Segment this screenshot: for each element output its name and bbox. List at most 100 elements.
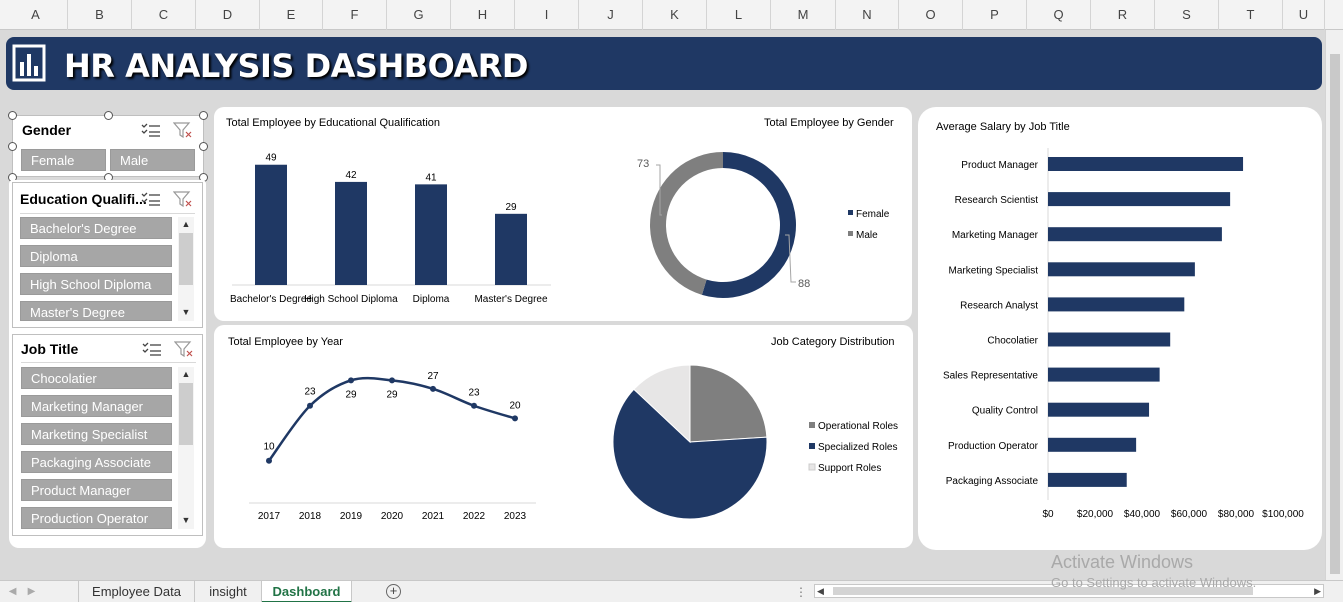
scroll-down-icon[interactable]: ▼: [181, 307, 191, 317]
column-header-f[interactable]: F: [323, 0, 387, 30]
scroll-left-icon[interactable]: ◀: [817, 586, 824, 596]
data-label: 42: [345, 170, 357, 181]
bar: [1048, 402, 1150, 417]
tab-bar-options-icon[interactable]: ⋮: [795, 585, 807, 599]
column-header-u[interactable]: U: [1283, 0, 1325, 30]
column-header-k[interactable]: K: [643, 0, 707, 30]
clear-filter-icon[interactable]: [174, 341, 194, 357]
bar: [335, 181, 367, 285]
column-header-o[interactable]: O: [899, 0, 963, 30]
slicer-item[interactable]: Chocolatier: [21, 367, 172, 389]
column-header-m[interactable]: M: [771, 0, 836, 30]
column-header-e[interactable]: E: [260, 0, 323, 30]
vertical-scrollbar[interactable]: [1325, 30, 1343, 580]
scrollbar-thumb[interactable]: [179, 233, 193, 285]
scroll-up-icon[interactable]: ▲: [181, 369, 191, 379]
category-label: Master's Degree: [474, 294, 547, 305]
add-sheet-icon[interactable]: +: [386, 584, 401, 599]
slicer-item[interactable]: Product Manager: [21, 479, 172, 501]
multi-select-icon[interactable]: [142, 341, 162, 357]
year-category-panel: [214, 325, 913, 548]
scroll-up-icon[interactable]: ▲: [181, 219, 191, 229]
slicer-item[interactable]: High School Diploma: [20, 273, 172, 295]
pie-slice: [612, 388, 768, 520]
slicer-item-female[interactable]: Female: [21, 149, 106, 171]
scroll-down-icon[interactable]: ▼: [181, 515, 191, 525]
column-header-d[interactable]: D: [196, 0, 260, 30]
column-header-g[interactable]: G: [387, 0, 451, 30]
resize-handle[interactable]: [104, 111, 113, 120]
education-bar-chart: 49 Bachelor's Degree 42 High School Diploma…: [230, 153, 551, 305]
data-point: [512, 415, 518, 422]
gender-chart-title: Total Employee by Gender: [764, 117, 894, 129]
clear-filter-icon[interactable]: [173, 122, 193, 138]
year-chart-title: Total Employee by Year: [228, 336, 343, 348]
resize-handle[interactable]: [8, 111, 17, 120]
bar: [255, 164, 287, 285]
slicer-scrollbar[interactable]: ▲ ▼: [178, 367, 194, 529]
slicer-item[interactable]: Master's Degree: [20, 301, 172, 321]
x-tick-label: 2017: [258, 511, 281, 522]
job-title-slicer[interactable]: Job Title Chocolatier Marketing Manager …: [12, 334, 203, 536]
bar: [495, 213, 527, 285]
scrollbar-thumb[interactable]: [833, 587, 1253, 595]
column-header-l[interactable]: L: [707, 0, 771, 30]
data-label: 41: [425, 172, 437, 183]
slicer-item[interactable]: Bachelor's Degree: [20, 217, 172, 239]
slicer-item[interactable]: Marketing Manager: [21, 395, 172, 417]
tab-insight[interactable]: insight: [195, 581, 262, 602]
scrollbar-thumb[interactable]: [1330, 54, 1340, 574]
column-header-r[interactable]: R: [1091, 0, 1155, 30]
multi-select-icon[interactable]: [141, 191, 161, 207]
salary-bar-chart: Product Manager Research Scientist Marketi…: [943, 148, 1304, 520]
column-header-s[interactable]: S: [1155, 0, 1219, 30]
activate-windows-watermark: Activate Windows Go to Settings to activ…: [1051, 552, 1256, 590]
resize-handle[interactable]: [8, 142, 17, 151]
column-header-t[interactable]: T: [1219, 0, 1283, 30]
category-label: Marketing Specialist: [949, 265, 1039, 276]
slicer-item-male[interactable]: Male: [110, 149, 195, 171]
column-header-c[interactable]: C: [132, 0, 196, 30]
column-header-q[interactable]: Q: [1027, 0, 1091, 30]
x-tick-label: $60,000: [1171, 509, 1208, 520]
bar: [1048, 472, 1127, 487]
column-header-i[interactable]: I: [515, 0, 579, 30]
x-tick-label: 2020: [381, 511, 404, 522]
x-tick-label: $40,000: [1124, 509, 1161, 520]
column-header-b[interactable]: B: [68, 0, 132, 30]
dashboard-title: HR ANALYSIS DASHBOARD: [64, 47, 528, 85]
leader-line: [656, 164, 662, 216]
slicer-item[interactable]: Marketing Specialist: [21, 423, 172, 445]
legend-label: Support Roles: [818, 463, 881, 474]
data-point: [389, 377, 395, 384]
column-header-a[interactable]: A: [4, 0, 68, 30]
slicer-item[interactable]: Diploma: [20, 245, 172, 267]
multi-select-icon[interactable]: [141, 122, 161, 138]
category-label: Marketing Manager: [952, 230, 1039, 241]
clear-filter-icon[interactable]: [173, 191, 193, 207]
resize-handle[interactable]: [199, 142, 208, 151]
gender-slicer[interactable]: Gender Female Male: [12, 115, 204, 177]
column-header-p[interactable]: P: [963, 0, 1027, 30]
scrollbar-thumb[interactable]: [179, 383, 193, 445]
x-tick-label: 2021: [422, 511, 445, 522]
tab-dashboard[interactable]: Dashboard: [262, 581, 352, 602]
education-slicer[interactable]: Education Qualifi... Bachelor's Degree D…: [12, 182, 203, 328]
bar: [1048, 157, 1244, 171]
slicer-item[interactable]: Production Operator: [21, 507, 172, 529]
nav-arrows[interactable]: ◀ ▶: [6, 586, 36, 597]
column-header-n[interactable]: N: [836, 0, 899, 30]
slicer-scrollbar[interactable]: ▲ ▼: [178, 217, 194, 321]
tab-employee-data[interactable]: Employee Data: [78, 581, 195, 602]
category-label: Sales Representative: [943, 371, 1038, 382]
x-tick-label: 2018: [299, 511, 322, 522]
slicer-item[interactable]: Packaging Associate: [21, 451, 172, 473]
dashboard-banner: HR ANALYSIS DASHBOARD: [6, 37, 1322, 90]
column-header-h[interactable]: H: [451, 0, 515, 30]
scroll-right-icon[interactable]: ▶: [1314, 586, 1321, 596]
horizontal-scrollbar[interactable]: ◀ ▶: [814, 584, 1324, 598]
column-header-j[interactable]: J: [579, 0, 643, 30]
bar: [1048, 332, 1171, 347]
category-label: Product Manager: [961, 160, 1038, 171]
resize-handle[interactable]: [199, 111, 208, 120]
